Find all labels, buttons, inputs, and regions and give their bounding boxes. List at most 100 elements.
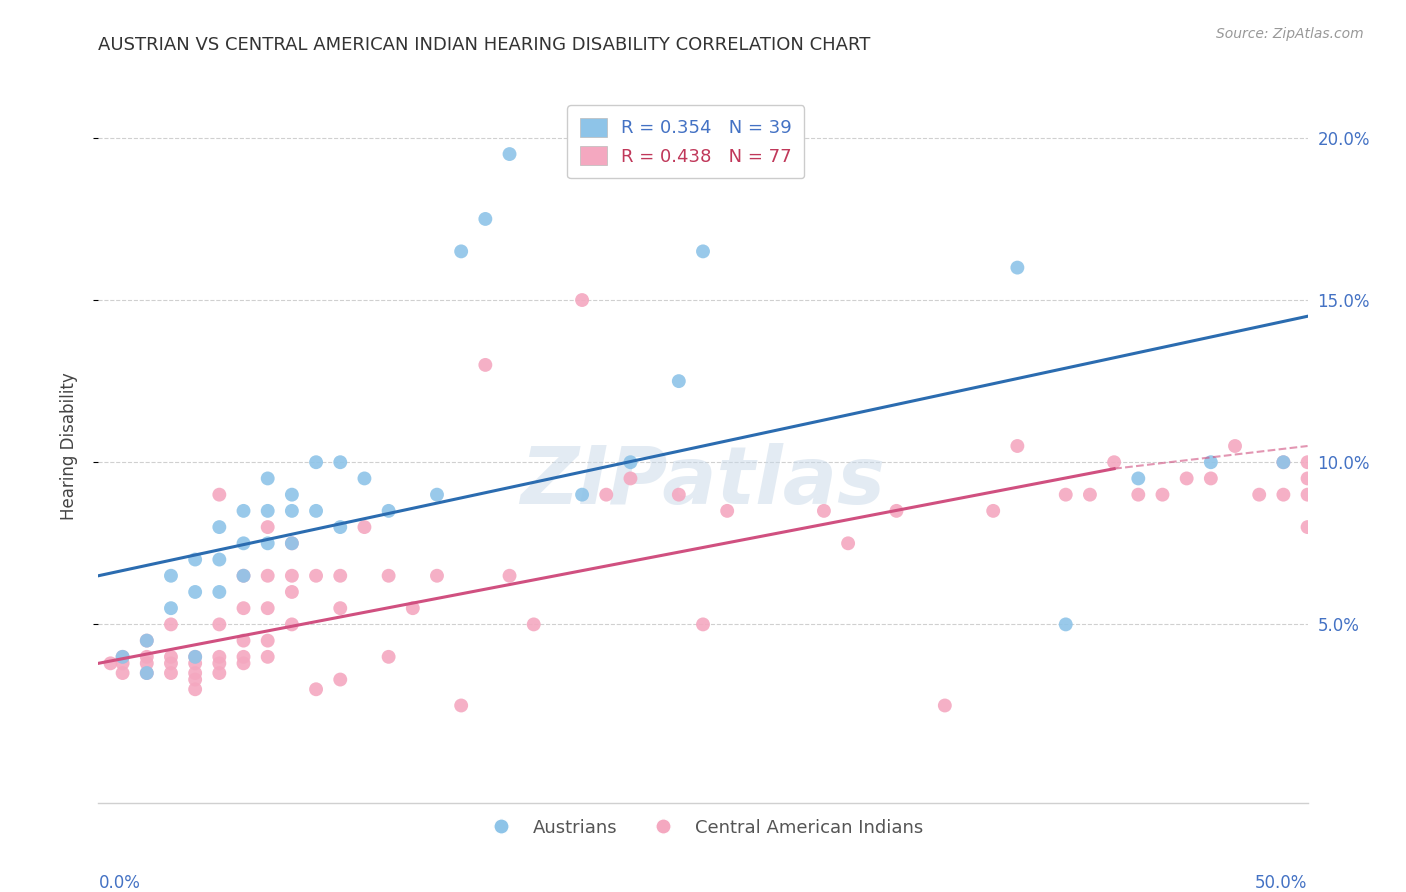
Point [305, 568, 328, 582]
Point [1199, 471, 1222, 485]
Point [135, 666, 157, 681]
Point [160, 617, 183, 632]
Point [668, 488, 690, 502]
Point [305, 455, 328, 469]
Point [1223, 439, 1246, 453]
Point [1296, 520, 1319, 534]
Point [813, 504, 835, 518]
Point [1152, 488, 1174, 502]
Point [1128, 471, 1150, 485]
Point [208, 666, 231, 681]
Point [498, 568, 520, 582]
Point [305, 682, 328, 697]
Point [135, 633, 157, 648]
Point [232, 601, 254, 615]
Point [450, 244, 472, 259]
Point [305, 504, 328, 518]
Text: 0.0%: 0.0% [98, 874, 141, 892]
Point [160, 666, 183, 681]
Point [111, 649, 134, 664]
Y-axis label: Hearing Disability: Hearing Disability [59, 372, 77, 520]
Point [595, 488, 617, 502]
Point [668, 374, 690, 388]
Point [571, 488, 593, 502]
Point [837, 536, 859, 550]
Point [1102, 455, 1125, 469]
Point [111, 649, 134, 664]
Point [619, 455, 641, 469]
Text: AUSTRIAN VS CENTRAL AMERICAN INDIAN HEARING DISABILITY CORRELATION CHART: AUSTRIAN VS CENTRAL AMERICAN INDIAN HEAR… [98, 36, 870, 54]
Point [377, 649, 399, 664]
Point [692, 244, 714, 259]
Point [329, 673, 352, 687]
Point [160, 649, 183, 664]
Point [402, 601, 425, 615]
Point [256, 504, 278, 518]
Point [184, 657, 207, 671]
Point [184, 682, 207, 697]
Point [160, 568, 183, 582]
Point [184, 649, 207, 664]
Point [1296, 471, 1319, 485]
Point [281, 568, 304, 582]
Text: 50.0%: 50.0% [1256, 874, 1308, 892]
Point [1296, 488, 1319, 502]
Point [498, 147, 520, 161]
Point [353, 520, 375, 534]
Point [1272, 488, 1295, 502]
Point [1054, 488, 1077, 502]
Point [208, 552, 231, 566]
Point [1175, 471, 1198, 485]
Point [329, 520, 352, 534]
Point [281, 536, 304, 550]
Point [1272, 455, 1295, 469]
Point [232, 657, 254, 671]
Point [886, 504, 908, 518]
Point [256, 471, 278, 485]
Point [232, 633, 254, 648]
Point [208, 585, 231, 599]
Point [184, 585, 207, 599]
Point [256, 601, 278, 615]
Point [232, 536, 254, 550]
Point [208, 649, 231, 664]
Point [329, 568, 352, 582]
Point [135, 657, 157, 671]
Legend: Austrians, Central American Indians: Austrians, Central American Indians [475, 812, 931, 844]
Point [232, 568, 254, 582]
Point [111, 666, 134, 681]
Point [1249, 488, 1271, 502]
Point [232, 568, 254, 582]
Point [281, 504, 304, 518]
Text: Source: ZipAtlas.com: Source: ZipAtlas.com [1216, 27, 1364, 41]
Point [256, 633, 278, 648]
Point [232, 504, 254, 518]
Point [619, 471, 641, 485]
Point [523, 617, 546, 632]
Point [1078, 488, 1101, 502]
Point [281, 488, 304, 502]
Point [474, 358, 496, 372]
Point [208, 657, 231, 671]
Point [450, 698, 472, 713]
Point [1128, 488, 1150, 502]
Point [184, 673, 207, 687]
Point [208, 520, 231, 534]
Point [256, 568, 278, 582]
Point [184, 649, 207, 664]
Point [160, 657, 183, 671]
Point [281, 536, 304, 550]
Point [184, 666, 207, 681]
Point [377, 504, 399, 518]
Point [100, 657, 122, 671]
Point [474, 211, 496, 226]
Point [571, 293, 593, 307]
Point [1199, 455, 1222, 469]
Point [256, 520, 278, 534]
Point [111, 657, 134, 671]
Point [1054, 617, 1077, 632]
Point [256, 536, 278, 550]
Point [426, 568, 449, 582]
Point [160, 601, 183, 615]
Point [208, 617, 231, 632]
